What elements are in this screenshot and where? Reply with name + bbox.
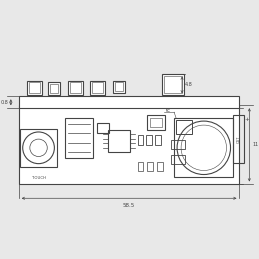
Bar: [19, 105, 239, 184]
Text: 58.5: 58.5: [123, 203, 135, 208]
Bar: [146, 135, 152, 145]
Text: 4.8: 4.8: [185, 82, 193, 88]
Bar: [19, 96, 239, 108]
Bar: [90, 81, 105, 95]
Bar: [29, 83, 40, 93]
Bar: [115, 83, 123, 91]
Bar: [48, 83, 60, 95]
Bar: [174, 118, 234, 177]
Bar: [171, 140, 185, 149]
Bar: [147, 115, 165, 130]
Text: FA: FA: [216, 145, 237, 160]
Text: FA: FA: [58, 145, 78, 160]
Bar: [68, 81, 83, 95]
Bar: [171, 155, 185, 164]
Bar: [65, 118, 93, 158]
Text: TOUCH: TOUCH: [32, 176, 46, 181]
Bar: [150, 118, 162, 127]
Bar: [138, 162, 143, 171]
Bar: [162, 74, 184, 95]
Text: OUT: OUT: [236, 135, 240, 143]
Bar: [27, 81, 41, 95]
Text: tc: tc: [166, 108, 171, 113]
Bar: [113, 81, 125, 93]
Text: FA: FA: [137, 145, 157, 160]
Bar: [155, 135, 161, 145]
Bar: [147, 162, 153, 171]
Bar: [51, 84, 58, 93]
Bar: [20, 129, 57, 167]
Bar: [138, 135, 143, 145]
Bar: [70, 83, 81, 93]
Text: FA: FA: [18, 145, 39, 160]
Bar: [176, 120, 192, 134]
Bar: [108, 130, 130, 152]
Text: 11: 11: [252, 142, 258, 147]
Bar: [97, 123, 109, 133]
Text: FA: FA: [177, 145, 197, 160]
Bar: [157, 162, 163, 171]
Text: +: +: [244, 117, 249, 122]
Bar: [164, 76, 182, 93]
Text: FA: FA: [98, 145, 118, 160]
Text: 0.8: 0.8: [1, 100, 9, 105]
Bar: [92, 83, 103, 93]
Bar: [233, 115, 244, 163]
